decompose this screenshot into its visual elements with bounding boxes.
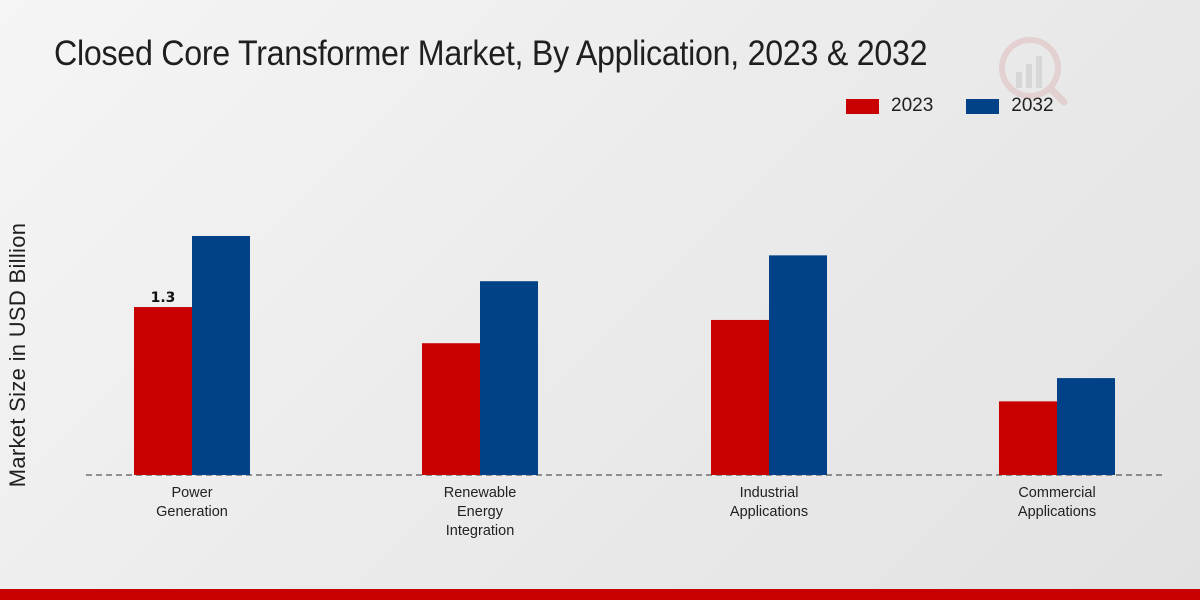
bottom-accent-bar: [0, 589, 1200, 600]
bar-2023-1: [422, 343, 480, 475]
bar-2032-2: [769, 255, 827, 475]
bar-2023-0: [134, 307, 192, 475]
bar-2032-0: [192, 235, 250, 475]
chart-legend: 2023 2032: [846, 95, 1087, 117]
x-tick-label-2: Industrial Applications: [730, 485, 808, 520]
brand-logo-icon: [999, 37, 1068, 106]
bar-2023-2: [711, 319, 769, 475]
x-tick-label-3: Commercial Applications: [1018, 485, 1096, 520]
legend-swatch-2032: [966, 98, 1000, 114]
x-tick-label-1: Renewable Energy Integration: [444, 485, 517, 539]
legend-swatch-2023: [846, 98, 879, 114]
legend-item-2032: 2032: [966, 95, 1054, 117]
legend-label-2023: 2023: [891, 95, 934, 116]
bar-2023-3: [999, 401, 1057, 475]
data-label-2023-0: 1.3: [151, 290, 176, 306]
bar-2032-3: [1057, 378, 1115, 475]
legend-label-2032: 2032: [1011, 95, 1054, 116]
chart-title: Closed Core Transformer Market, By Appli…: [54, 34, 928, 73]
x-tick-label-0: Power Generation: [156, 485, 228, 520]
legend-item-2023: 2023: [846, 95, 933, 117]
bar-2032-1: [480, 281, 538, 475]
